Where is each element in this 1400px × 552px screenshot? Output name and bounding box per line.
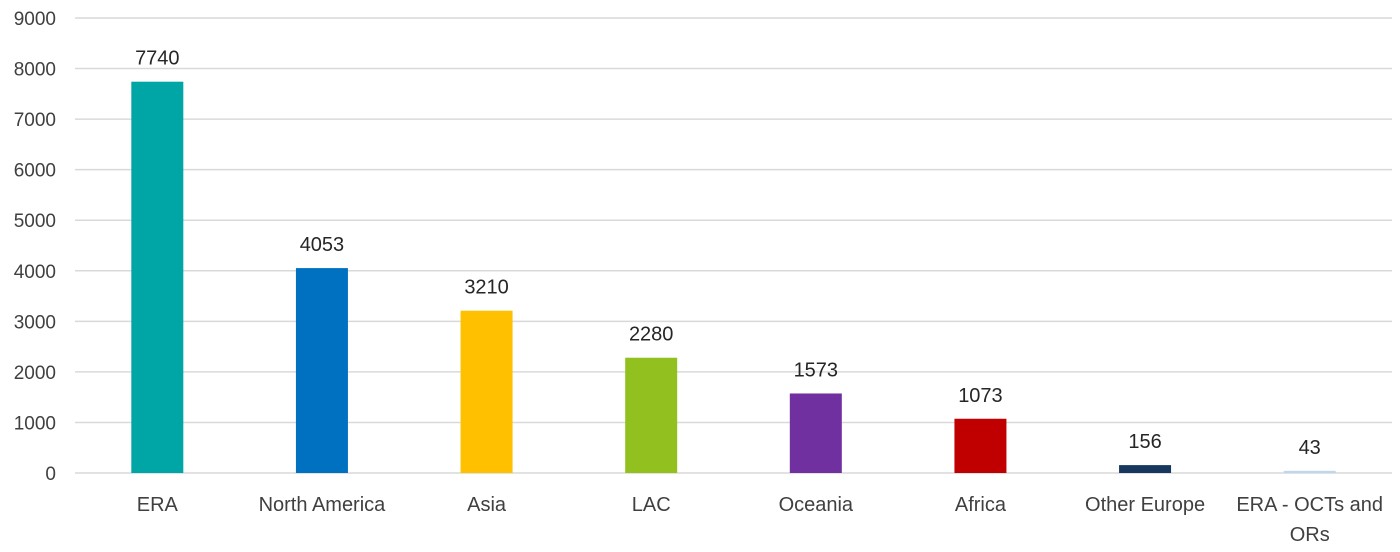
category-label: Asia [467, 494, 507, 516]
data-label: 2280 [629, 324, 674, 346]
bars [131, 81, 1336, 473]
category-label: Oceania [779, 494, 854, 516]
y-tick-label: 0 [45, 464, 56, 485]
y-tick-label: 3000 [14, 312, 56, 333]
category-label: Africa [955, 494, 1007, 516]
y-tick-label: 6000 [14, 161, 56, 182]
bar-lac [625, 357, 678, 473]
data-label: 1073 [958, 385, 1003, 407]
y-tick-label: 9000 [14, 9, 56, 30]
data-label: 3210 [464, 277, 509, 299]
bar-asia [460, 310, 513, 473]
bar-era-octs-and-ors [1283, 470, 1336, 473]
bar-other-europe [1119, 465, 1172, 473]
data-label: 156 [1128, 431, 1161, 453]
category-label: LAC [632, 494, 671, 516]
category-label: Other Europe [1085, 494, 1205, 516]
y-tick-label: 7000 [14, 110, 56, 131]
y-tick-label: 5000 [14, 211, 56, 232]
category-label: North America [259, 494, 387, 516]
data-label: 43 [1299, 437, 1321, 459]
y-tick-label: 4000 [14, 262, 56, 283]
y-tick-label: 2000 [14, 363, 56, 384]
data-label: 4053 [300, 234, 345, 256]
category-label: ERA [137, 494, 179, 516]
data-label: 1573 [794, 359, 839, 381]
bar-africa [954, 418, 1007, 473]
y-tick-label: 8000 [14, 60, 56, 81]
x-axis-categories: ERA North America Asia LAC Oceania Africa Othe… [137, 494, 1383, 546]
bar-north-america [295, 268, 348, 473]
data-labels: 7740 4053 3210 2280 1573 1073 156 43 [135, 48, 1321, 459]
y-tick-label: 1000 [14, 413, 56, 434]
data-label: 7740 [135, 48, 180, 70]
bar-oceania [789, 393, 842, 473]
category-label: ERA - OCTs and ORs [1236, 494, 1383, 546]
gridlines [75, 17, 1392, 474]
bar-era [131, 81, 184, 473]
category-label-line: ORs [1290, 524, 1330, 546]
y-axis-ticks: 0 1000 2000 3000 4000 5000 6000 7000 8000 9000 [14, 9, 56, 485]
category-label-line: ERA - OCTs and [1236, 494, 1383, 516]
